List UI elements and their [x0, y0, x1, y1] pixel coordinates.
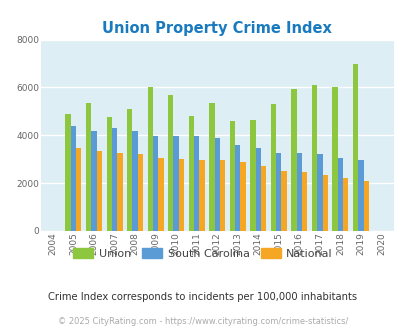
Bar — [301, 172, 307, 231]
Bar — [70, 126, 76, 231]
Bar — [275, 153, 281, 231]
Legend: Union, South Carolina, National: Union, South Carolina, National — [68, 244, 337, 263]
Bar — [153, 137, 158, 231]
Bar — [127, 109, 132, 231]
Bar — [132, 130, 137, 231]
Bar — [76, 148, 81, 231]
Bar — [214, 138, 220, 231]
Bar — [194, 137, 199, 231]
Bar — [112, 128, 117, 231]
Bar — [188, 116, 194, 231]
Bar — [137, 154, 143, 231]
Bar — [158, 158, 163, 231]
Bar — [209, 103, 214, 231]
Bar — [147, 87, 153, 231]
Bar — [220, 160, 225, 231]
Bar — [311, 85, 316, 231]
Bar — [86, 103, 91, 231]
Bar — [117, 153, 122, 231]
Bar — [322, 175, 327, 231]
Bar — [281, 171, 286, 231]
Bar — [173, 137, 178, 231]
Bar — [332, 87, 337, 231]
Bar — [234, 145, 240, 231]
Text: Crime Index corresponds to incidents per 100,000 inhabitants: Crime Index corresponds to incidents per… — [48, 292, 357, 302]
Bar — [316, 154, 322, 231]
Bar — [240, 162, 245, 231]
Bar — [106, 117, 112, 231]
Bar — [255, 148, 260, 231]
Bar — [65, 114, 70, 231]
Bar — [260, 166, 266, 231]
Bar — [249, 120, 255, 231]
Bar — [199, 160, 204, 231]
Bar — [337, 158, 342, 231]
Text: © 2025 CityRating.com - https://www.cityrating.com/crime-statistics/: © 2025 CityRating.com - https://www.city… — [58, 317, 347, 326]
Title: Union Property Crime Index: Union Property Crime Index — [102, 21, 331, 36]
Bar — [91, 130, 96, 231]
Bar — [96, 151, 102, 231]
Bar — [296, 153, 301, 231]
Bar — [229, 121, 234, 231]
Bar — [363, 181, 368, 231]
Bar — [270, 104, 275, 231]
Bar — [178, 159, 184, 231]
Bar — [291, 89, 296, 231]
Bar — [168, 95, 173, 231]
Bar — [342, 178, 347, 231]
Bar — [352, 63, 357, 231]
Bar — [357, 160, 363, 231]
